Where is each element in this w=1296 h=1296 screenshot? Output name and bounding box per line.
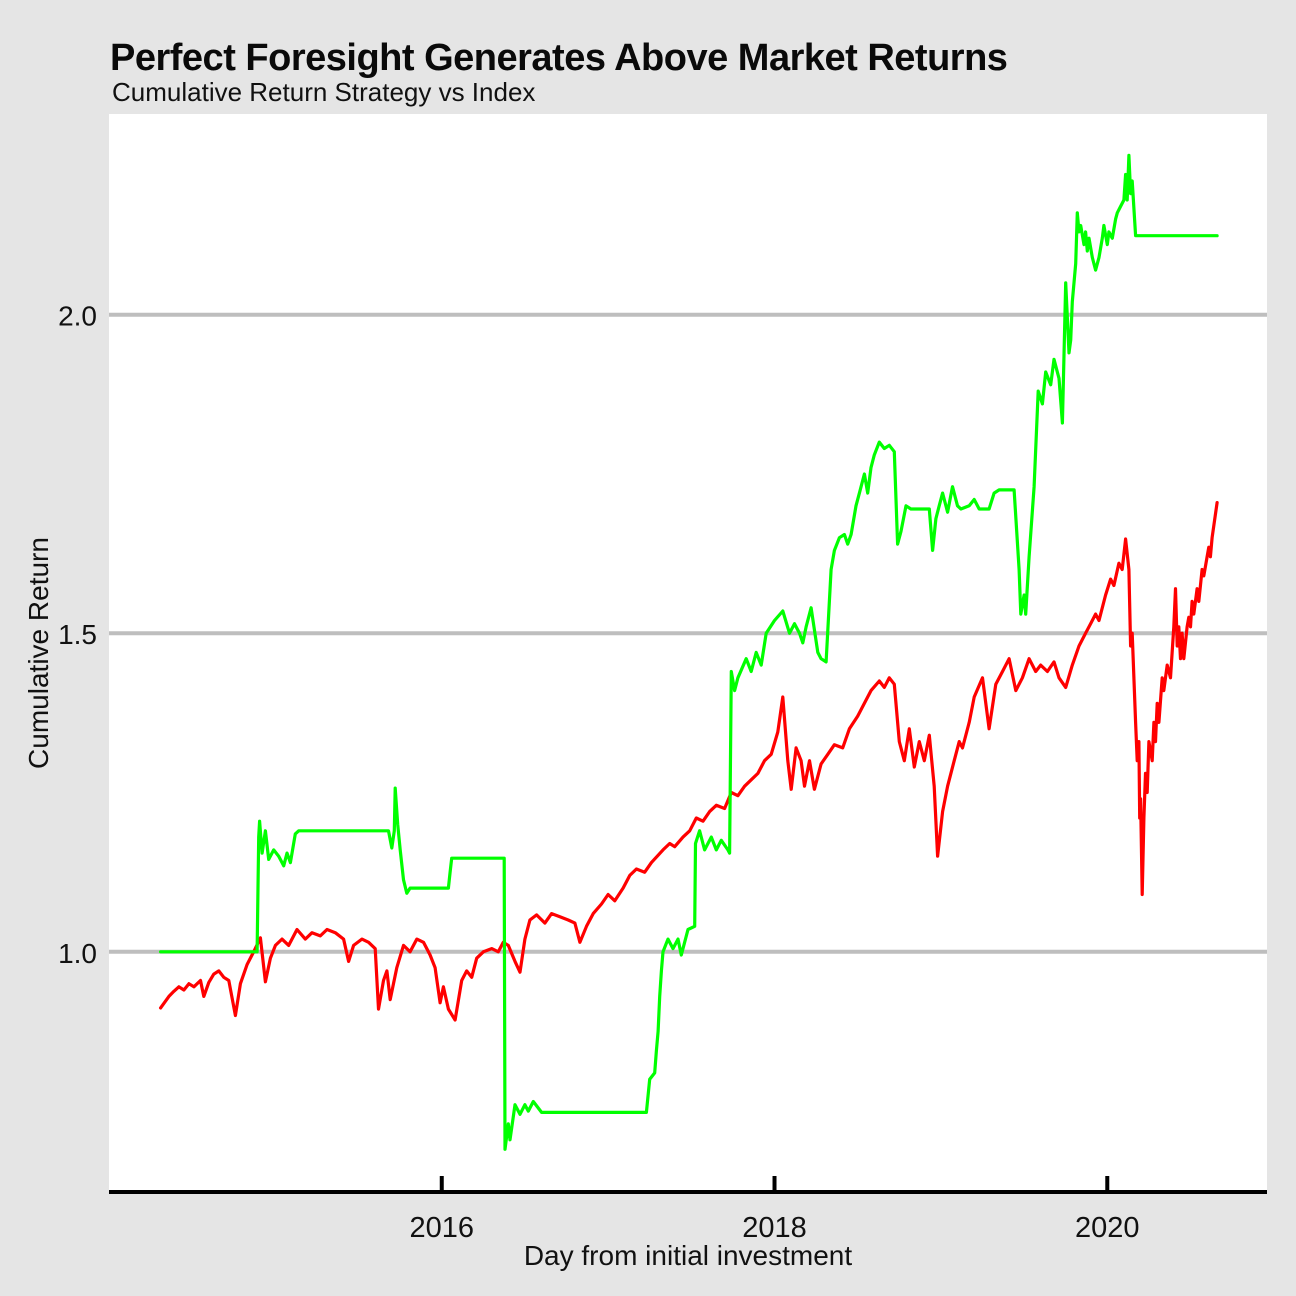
x-axis-title: Day from initial investment: [523, 1240, 853, 1271]
y-tick-label: 1.0: [58, 938, 97, 969]
x-tick-label: 2016: [410, 1212, 475, 1244]
y-axis-title: Cumulative Return: [23, 537, 54, 769]
y-tick-label: 2.0: [58, 301, 97, 332]
plot-panel: [109, 114, 1267, 1192]
y-tick-label: 1.5: [58, 619, 97, 650]
x-tick-label: 2020: [1075, 1212, 1140, 1244]
chart-subtitle: Cumulative Return Strategy vs Index: [112, 77, 536, 107]
series-line-perfect-foresight-strategy: [159, 153, 1219, 1151]
x-tick-label: 2018: [742, 1212, 807, 1244]
series-line-index: [159, 501, 1219, 1022]
chart-title: Perfect Foresight Generates Above Market…: [110, 37, 1008, 79]
